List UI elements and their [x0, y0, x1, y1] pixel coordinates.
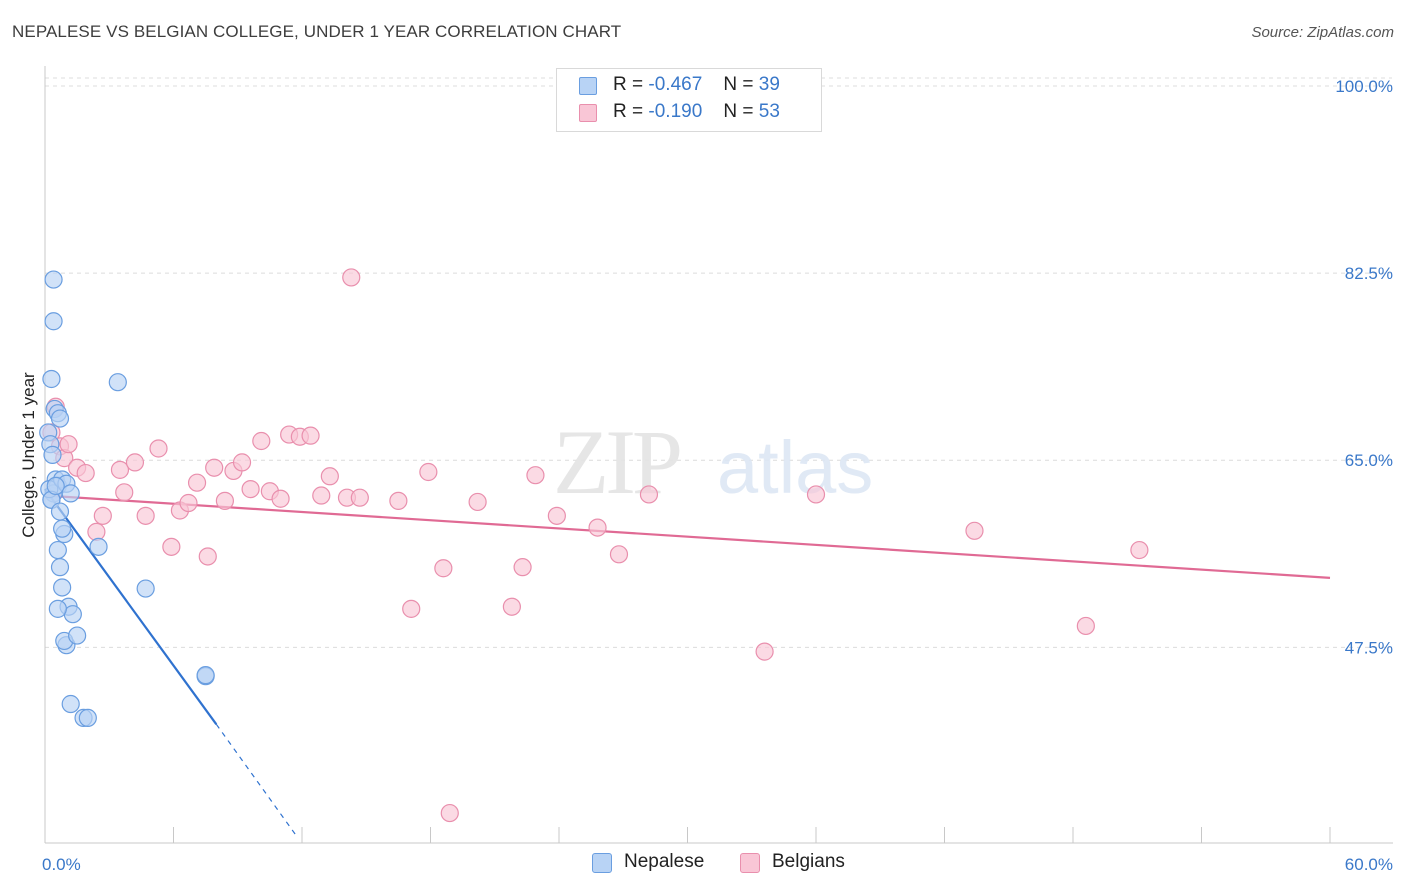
belgian-point: [389, 491, 408, 510]
belgian-point: [115, 483, 134, 502]
belgian-point: [639, 485, 659, 504]
n-value: 39: [758, 74, 780, 95]
nepalese-point: [48, 599, 67, 618]
nepalese-point: [61, 694, 80, 714]
belgian-point: [198, 547, 217, 566]
belgian-point: [419, 462, 438, 482]
belgian-point: [215, 491, 234, 510]
points-layer: [39, 268, 1149, 823]
nepalese-point: [89, 537, 108, 556]
belgian-point: [965, 521, 984, 540]
legend: Nepalese Belgians: [0, 850, 1406, 878]
nepalese-point: [42, 369, 61, 389]
belgian-point: [149, 439, 168, 458]
belgian-point: [320, 467, 339, 486]
belgian-point: [59, 435, 78, 454]
belgian-point: [179, 493, 198, 513]
r-value: -0.467: [648, 74, 703, 95]
belgian-point: [806, 485, 826, 504]
r-label: R =: [613, 101, 644, 122]
watermark-zip: ZIP: [553, 411, 680, 513]
belgian-point: [468, 492, 487, 512]
belgian-point: [162, 537, 181, 556]
belgian-trend-line: [44, 494, 1331, 579]
belgian-point: [440, 803, 459, 823]
belgian-point: [609, 545, 629, 564]
nepalese-legend-swatch: [592, 853, 612, 873]
chart-title: NEPALESE VS BELGIAN COLLEGE, UNDER 1 YEA…: [12, 22, 622, 41]
belgian-point: [271, 489, 290, 508]
nepalese-point: [136, 579, 155, 598]
nepalese-point: [196, 666, 215, 685]
grid-layer: [45, 77, 1392, 648]
belgian-point: [125, 453, 145, 472]
belgian-point: [342, 268, 361, 287]
y-tick-label: 47.5%: [1345, 638, 1393, 657]
nepalese-trend-line: [44, 488, 218, 725]
belgian-point: [312, 486, 331, 505]
belgian-point: [350, 488, 369, 507]
x-tick-label: 60.0%: [1345, 855, 1393, 874]
belgian-point: [526, 466, 545, 485]
belgian-point: [252, 431, 271, 451]
nepalese-point: [68, 626, 87, 645]
belgian-point: [110, 460, 130, 479]
trend-layer: [44, 488, 1331, 839]
belgian-point: [547, 506, 566, 525]
nepalese-point: [46, 476, 65, 496]
belgian-point: [434, 559, 453, 578]
nepalese-trend-line-extension: [215, 723, 299, 839]
legend-label: Nepalese: [624, 851, 705, 872]
n-value: 53: [758, 101, 780, 122]
belgians-legend-swatch: [740, 853, 760, 873]
stats-box: R = -0.467 N = 39 R = -0.190 N = 53: [556, 68, 822, 132]
nepalese-point: [44, 312, 63, 331]
nepalese-point: [50, 502, 70, 521]
nepalese-point: [43, 445, 62, 464]
r-label: R =: [613, 74, 644, 95]
y-tick-label: 65.0%: [1345, 451, 1393, 470]
belgian-point: [301, 426, 320, 445]
belgian-point: [232, 453, 252, 472]
belgian-point: [76, 463, 95, 483]
y-tick-label: 100.0%: [1335, 77, 1393, 96]
belgian-point: [136, 506, 155, 525]
belgian-point: [402, 599, 421, 618]
r-value: -0.190: [648, 101, 703, 122]
belgian-point: [755, 642, 774, 661]
belgian-point: [187, 473, 207, 492]
axis-layer: 47.5% 65.0% 82.5% 100.0% 0.0% 60.0%: [42, 66, 1393, 874]
nepalese-point: [50, 558, 70, 577]
belgian-point: [1076, 616, 1095, 636]
n-label: N =: [723, 101, 754, 122]
belgian-point: [93, 506, 112, 525]
nepalese-point: [50, 409, 70, 428]
belgian-point: [1130, 540, 1149, 560]
belgian-point: [502, 597, 521, 616]
source-label: Source: ZipAtlas.com: [1251, 24, 1394, 41]
watermark-atlas: atlas: [717, 426, 873, 509]
nepalese-point: [78, 708, 97, 728]
belgians-swatch: [579, 104, 597, 122]
belgian-point: [205, 458, 224, 477]
nepalese-point: [108, 373, 127, 392]
nepalese-point: [53, 519, 72, 538]
nepalese-point: [44, 270, 63, 289]
x-tick-label: 0.0%: [42, 855, 81, 874]
nepalese-point: [53, 578, 72, 597]
belgian-point: [241, 480, 260, 499]
watermark: ZIP atlas: [553, 411, 873, 513]
y-axis-label: College, Under 1 year: [19, 372, 38, 538]
belgian-point: [588, 518, 607, 537]
belgian-point: [87, 522, 106, 541]
belgian-point: [513, 558, 532, 577]
n-label: N =: [723, 74, 754, 95]
legend-label: Belgians: [772, 851, 845, 872]
y-tick-label: 82.5%: [1345, 264, 1393, 283]
nepalese-point: [61, 484, 80, 503]
nepalese-point: [48, 540, 67, 560]
nepalese-swatch: [579, 77, 597, 95]
